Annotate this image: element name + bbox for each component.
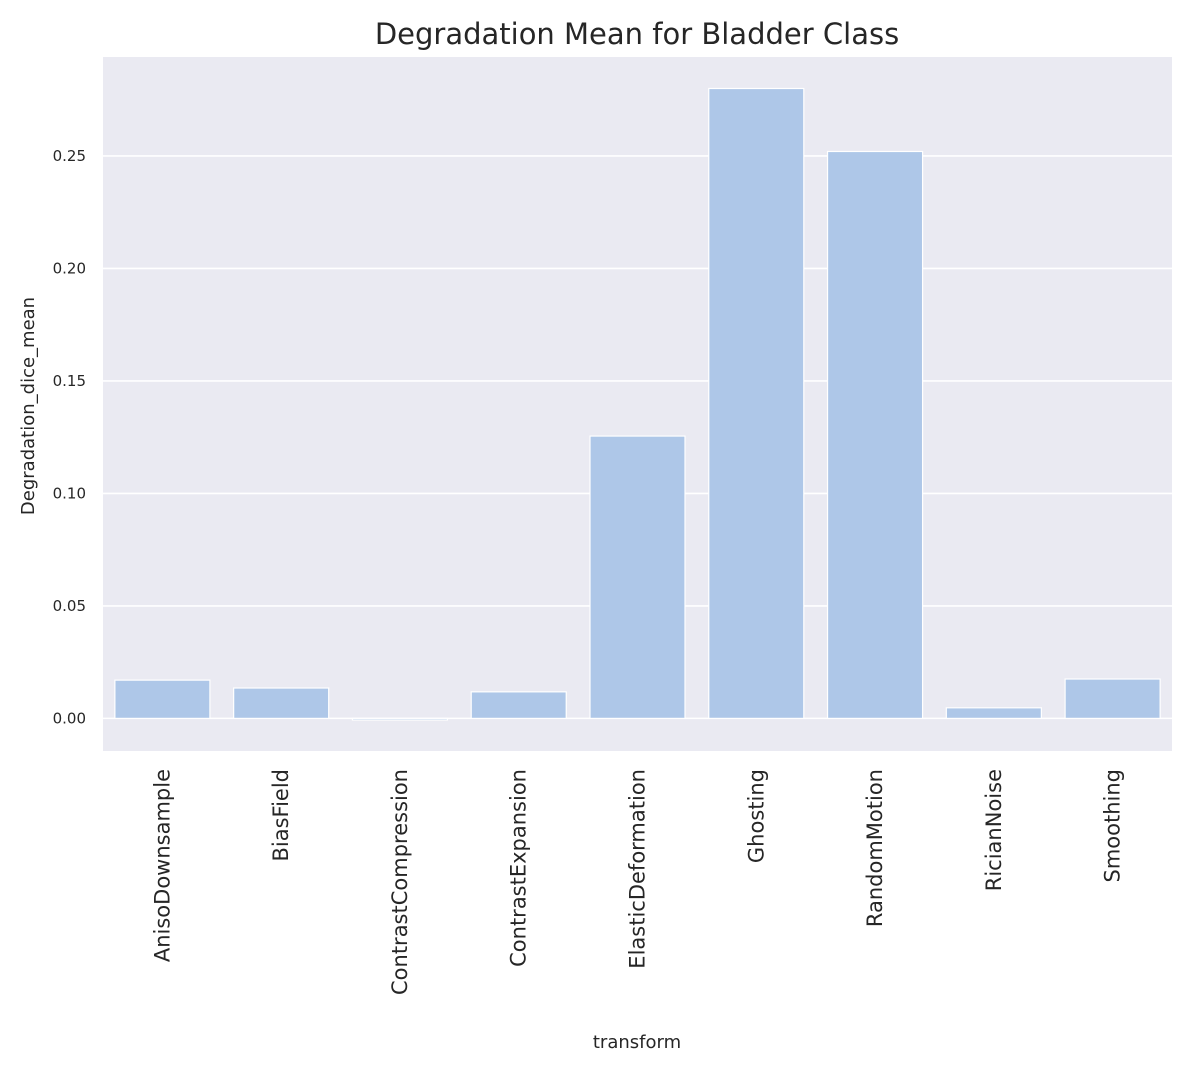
x-axis-ticks: AnisoDownsample BiasField ContrastCompress…: [150, 769, 1124, 995]
bar-elasticdeformation: [589, 435, 686, 719]
x-tick-label: ElasticDeformation: [626, 769, 650, 969]
x-tick-label: BiasField: [269, 769, 293, 862]
y-tick-label: 0.15: [53, 372, 86, 390]
y-tick-label: 0.00: [53, 709, 86, 727]
chart-title: Degradation Mean for Bladder Class: [375, 17, 899, 51]
x-axis-label: transform: [593, 1032, 681, 1053]
x-tick-label: ContrastExpansion: [507, 769, 531, 967]
x-tick-label: RicianNoise: [982, 769, 1006, 891]
bar-contrastexpansion: [470, 691, 567, 719]
y-axis-ticks: 0.00 0.05 0.10 0.15 0.20 0.25: [53, 147, 86, 727]
bar-riciannoise: [945, 707, 1042, 719]
bar-smoothing: [1064, 678, 1161, 719]
x-tick-label: ContrastCompression: [388, 769, 412, 995]
y-tick-label: 0.25: [53, 147, 86, 165]
bar-contrastcompression: [351, 717, 449, 721]
y-axis-label: Degradation_dice_mean: [18, 297, 39, 515]
bars: [114, 87, 1161, 721]
y-tick-label: 0.10: [53, 484, 86, 502]
y-tick-label: 0.20: [53, 259, 86, 277]
x-tick-label: Ghosting: [744, 769, 768, 863]
y-tick-label: 0.05: [53, 597, 86, 615]
x-tick-label: Smoothing: [1101, 769, 1125, 883]
bar-ghosting: [708, 87, 805, 719]
bar-anisodownsample: [114, 679, 211, 719]
bar-randommotion: [826, 150, 924, 719]
x-tick-label: AnisoDownsample: [150, 769, 174, 962]
x-tick-label: RandomMotion: [863, 769, 887, 927]
bar-biasfield: [233, 687, 330, 719]
